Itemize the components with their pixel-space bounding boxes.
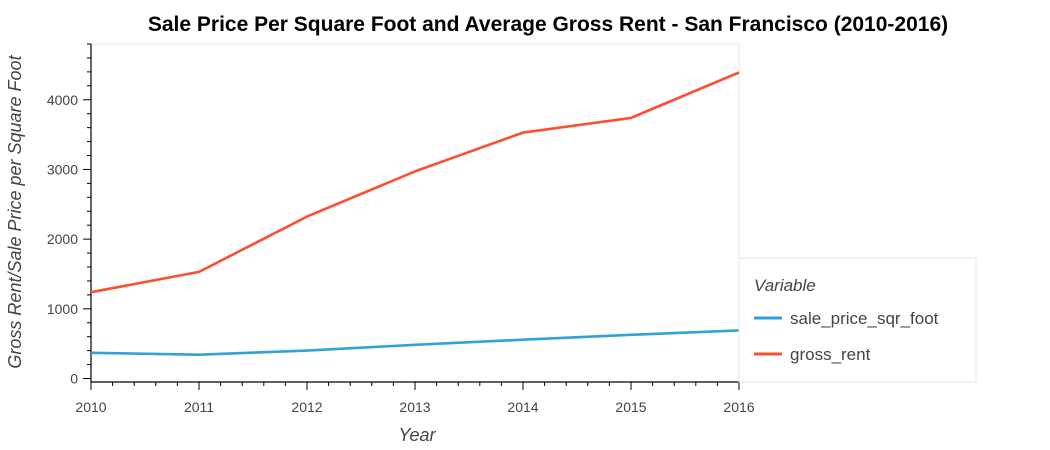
legend: Variable sale_price_sqr_foot gross_rent	[738, 257, 977, 383]
x-tick-label: 2010	[75, 399, 106, 415]
x-axis-label: Year	[398, 425, 436, 445]
plot-area	[90, 43, 740, 383]
x-tick-label: 2011	[184, 399, 214, 415]
y-tick-label: 2000	[47, 231, 78, 247]
legend-title: Variable	[754, 276, 816, 295]
x-tick-label: 2013	[399, 399, 430, 415]
series-layer	[90, 71, 740, 356]
chart-title: Sale Price Per Square Foot and Average G…	[148, 13, 948, 36]
y-tick-label: 4000	[47, 92, 78, 108]
axes: 2010 2011 2012 2013 2014 2015 2016 0 1000 2000 300…	[47, 43, 755, 415]
x-tick-label: 2015	[615, 399, 646, 415]
series-line-gross_rent	[90, 71, 740, 294]
y-axis-label: Gross Rent/Sale Price per Square Foot	[5, 54, 25, 368]
legend-label-sale_price_sqr_foot: sale_price_sqr_foot	[790, 309, 939, 328]
x-tick-label: 2012	[291, 399, 322, 415]
legend-label-gross_rent: gross_rent	[790, 345, 871, 364]
y-tick-label: 1000	[47, 301, 78, 317]
x-tick-label: 2014	[507, 399, 538, 415]
legend-box	[738, 257, 977, 383]
x-tick-label: 2016	[723, 399, 754, 415]
y-tick-label: 3000	[47, 161, 78, 177]
series-line-sale_price_sqr_foot	[90, 329, 740, 356]
y-tick-label: 0	[70, 371, 78, 387]
